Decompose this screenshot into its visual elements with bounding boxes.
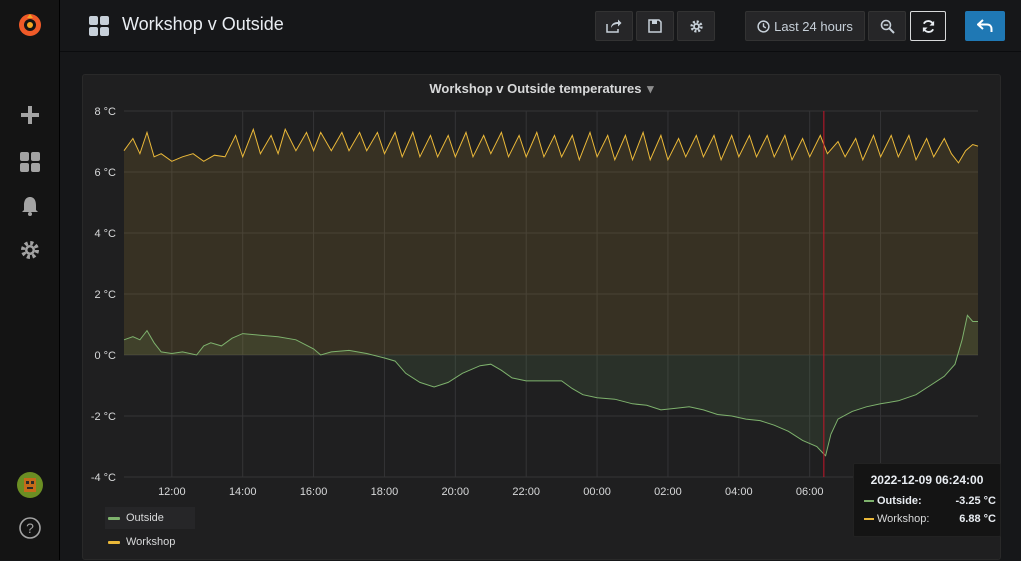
graph-tooltip: 2022-12-09 06:24:00 Outside: -3.25 °C Wo… bbox=[853, 463, 1001, 537]
x-tick-label: 14:00 bbox=[229, 486, 257, 498]
y-tick-label: 0 °C bbox=[94, 350, 116, 362]
clock-icon bbox=[757, 19, 770, 33]
legend-item-outside[interactable]: Outside bbox=[105, 507, 195, 529]
series-line-workshop[interactable] bbox=[123, 127, 979, 164]
save-dashboard-button[interactable] bbox=[636, 11, 674, 41]
legend-label-workshop: Workshop bbox=[126, 536, 176, 548]
legend-item-workshop[interactable]: Workshop bbox=[105, 531, 195, 553]
share-icon bbox=[606, 19, 622, 33]
configuration-gear-icon[interactable] bbox=[15, 235, 45, 265]
panel-menu-caret-icon[interactable]: ▾ bbox=[647, 81, 654, 96]
y-tick-label: 8 °C bbox=[94, 106, 116, 118]
tooltip-value-workshop: 6.88 °C bbox=[959, 513, 996, 525]
y-tick-label: 4 °C bbox=[94, 228, 116, 240]
x-tick-label: 04:00 bbox=[725, 486, 753, 498]
zoom-out-icon bbox=[880, 19, 895, 34]
zoom-out-button[interactable] bbox=[868, 11, 906, 41]
user-avatar[interactable] bbox=[15, 470, 45, 500]
create-plus-icon[interactable] bbox=[15, 100, 45, 130]
y-tick-label: -4 °C bbox=[91, 472, 116, 484]
legend-label-outside: Outside bbox=[126, 512, 164, 524]
refresh-icon bbox=[922, 19, 934, 33]
y-tick-label: 6 °C bbox=[94, 167, 116, 179]
save-icon bbox=[648, 19, 662, 33]
tooltip-series-outside: Outside: bbox=[877, 495, 922, 507]
side-menu: ? bbox=[0, 0, 60, 560]
alerting-bell-icon[interactable] bbox=[15, 191, 45, 221]
time-range-picker[interactable]: Last 24 hours bbox=[745, 11, 865, 41]
panel-title[interactable]: Workshop v Outside temperatures bbox=[429, 81, 642, 96]
x-tick-label: 06:00 bbox=[796, 486, 824, 498]
share-button[interactable] bbox=[595, 11, 633, 41]
x-tick-label: 18:00 bbox=[371, 486, 399, 498]
dashboard-grid-icon bbox=[88, 15, 110, 42]
graph-panel: Workshop v Outside temperatures ▾ 8 °C 6 … bbox=[82, 74, 1001, 560]
grafana-logo-icon[interactable] bbox=[15, 10, 45, 40]
y-tick-label: -2 °C bbox=[91, 411, 116, 423]
time-range-label: Last 24 hours bbox=[774, 18, 853, 34]
x-tick-label: 00:00 bbox=[583, 486, 611, 498]
help-label: ? bbox=[26, 520, 34, 536]
x-tick-label: 02:00 bbox=[654, 486, 682, 498]
tooltip-swatch-outside bbox=[864, 500, 874, 502]
tooltip-series-workshop: Workshop: bbox=[877, 513, 930, 525]
dashboard-settings-button[interactable] bbox=[677, 11, 715, 41]
back-button[interactable] bbox=[965, 11, 1005, 41]
back-arrow-icon bbox=[977, 19, 993, 32]
tooltip-time: 2022-12-09 06:24:00 bbox=[870, 473, 984, 487]
y-tick-label: 2 °C bbox=[94, 289, 116, 301]
temperature-chart[interactable]: 8 °C 6 °C 4 °C 2 °C 0 °C -2 °C -4 °C 12:00 14:0… bbox=[83, 75, 1002, 561]
gear-icon bbox=[689, 19, 703, 33]
tooltip-swatch-workshop bbox=[864, 518, 874, 520]
series-line-outside[interactable] bbox=[123, 314, 978, 457]
tooltip-row-outside: Outside: -3.25 °C bbox=[864, 494, 996, 508]
x-tick-label: 20:00 bbox=[442, 486, 470, 498]
series-area-workshop bbox=[124, 129, 978, 355]
panel-header[interactable]: Workshop v Outside temperatures ▾ bbox=[83, 81, 1000, 97]
legend-swatch-workshop bbox=[108, 540, 120, 544]
x-tick-label: 16:00 bbox=[300, 486, 328, 498]
refresh-button[interactable] bbox=[910, 11, 946, 41]
series-area-outside bbox=[124, 315, 978, 456]
help-icon[interactable]: ? bbox=[15, 513, 45, 543]
dashboard-title[interactable]: Workshop v Outside bbox=[122, 14, 284, 34]
navbar: Workshop v Outside Last 24 hours bbox=[60, 0, 1021, 52]
tooltip-row-workshop: Workshop: 6.88 °C bbox=[864, 512, 996, 526]
legend-swatch-outside bbox=[108, 516, 120, 520]
x-tick-label: 22:00 bbox=[512, 486, 540, 498]
x-tick-label: 12:00 bbox=[158, 486, 186, 498]
tooltip-value-outside: -3.25 °C bbox=[955, 495, 996, 507]
dashboards-grid-icon[interactable] bbox=[15, 147, 45, 177]
